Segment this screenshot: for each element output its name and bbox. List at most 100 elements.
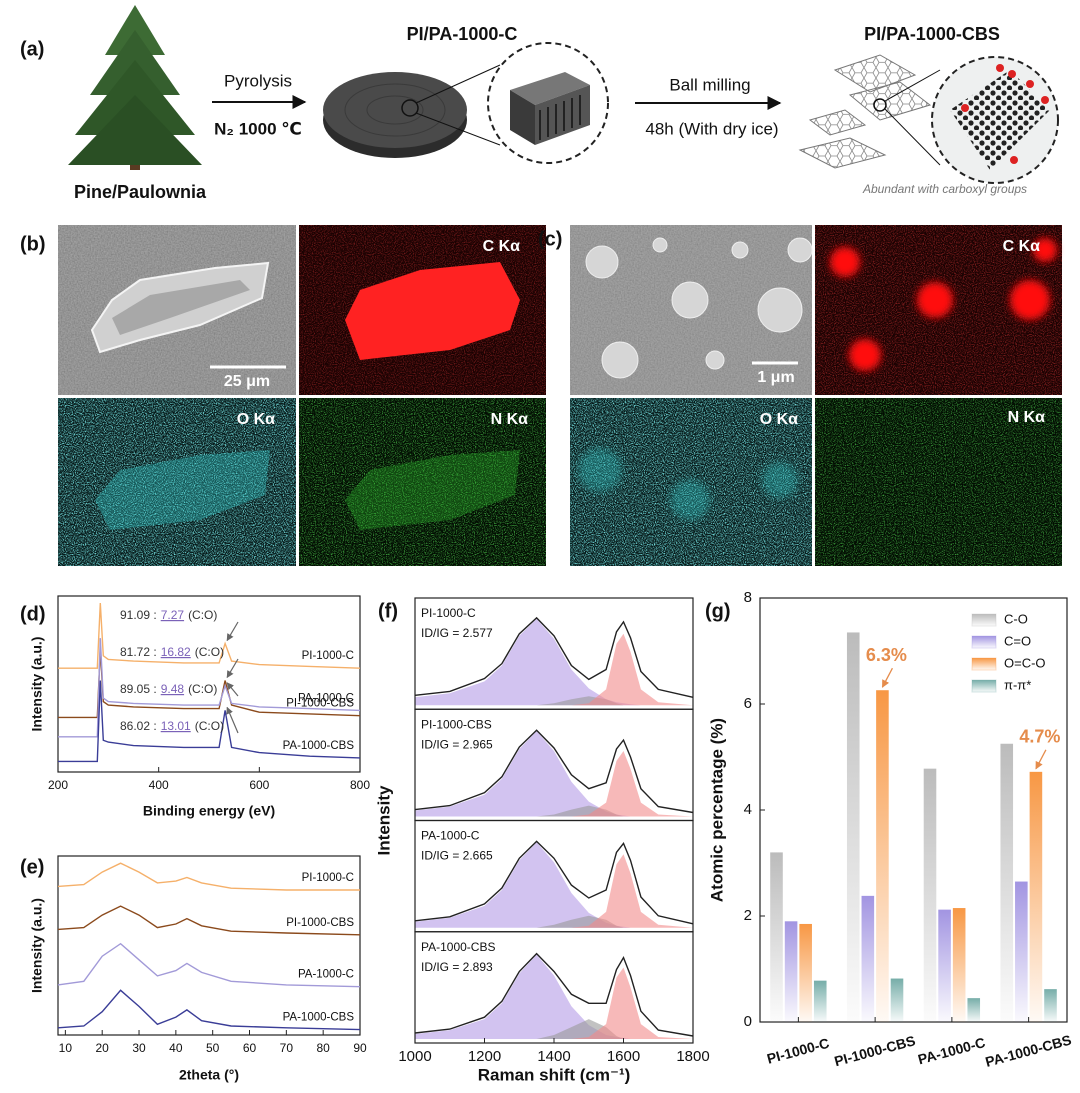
annotation-arrow <box>226 621 239 642</box>
x-tick-label: PI-1000-C <box>765 1035 831 1067</box>
curve-label: PI-1000-C <box>302 650 354 662</box>
band-area <box>415 915 693 928</box>
spectrum-line <box>57 942 361 988</box>
x-tick-label: 1600 <box>607 1048 640 1065</box>
panel-label: (b) <box>20 233 46 255</box>
ratio-label: ID/IG = 2.965 <box>421 737 493 751</box>
x-axis-label: 2theta (°) <box>179 1067 239 1083</box>
oxygen-atom <box>1041 96 1049 104</box>
annotation-ratio: 89.05 : <box>120 682 157 696</box>
disk-ring <box>344 83 446 137</box>
legend-label: π-π* <box>1004 677 1031 692</box>
sheet <box>848 81 932 121</box>
x-tick-label: 50 <box>206 1041 220 1055</box>
x-tick-label: 30 <box>132 1041 146 1055</box>
ratio-label: ID/IG = 2.577 <box>421 626 493 640</box>
band-area <box>415 696 693 706</box>
band-area <box>415 731 693 817</box>
fit-line <box>414 952 694 1037</box>
value-arrow <box>881 667 893 688</box>
oxygen-atom <box>961 104 969 112</box>
bar <box>890 978 904 1022</box>
particle <box>757 287 803 333</box>
graphene-sheets <box>798 54 941 169</box>
zoom-spot <box>873 98 887 112</box>
map-label: N Kα <box>1008 409 1046 426</box>
x-tick-label: 1000 <box>398 1048 431 1065</box>
bar <box>1029 771 1043 1022</box>
bar <box>938 909 951 1022</box>
curve-label: PA-1000-CBS <box>283 1012 355 1024</box>
bar <box>1015 881 1028 1022</box>
scale-bar-label: 25 μm <box>224 373 270 390</box>
bar <box>967 998 981 1022</box>
annotation-unit: (C:O) <box>195 645 224 659</box>
fit-line <box>414 729 694 814</box>
fit-line <box>414 840 694 925</box>
oxygen-atom <box>1010 156 1018 164</box>
x-tick-label: 1200 <box>468 1048 501 1065</box>
note: Abundant with carboxyl groups <box>862 182 1027 196</box>
annotation-ratio: 91.09 : <box>120 608 157 622</box>
x-tick-label: 70 <box>280 1041 294 1055</box>
eds-flake <box>345 262 520 360</box>
eds-noise <box>58 398 296 566</box>
subplot-title: PA-1000-C <box>421 829 480 843</box>
annotation-highlight: 7.27 <box>161 608 185 622</box>
annotation-ratio: 86.02 : <box>120 719 157 733</box>
blob <box>1033 238 1057 262</box>
panel-label: (d) <box>20 603 46 625</box>
legend-swatch <box>971 613 997 627</box>
bar <box>952 908 966 1022</box>
spectrum-line <box>58 602 361 669</box>
porous-block <box>510 72 590 145</box>
band-area <box>415 751 693 817</box>
disk-ring <box>366 95 424 125</box>
particle <box>652 237 668 253</box>
annotation-unit: (C:O) <box>188 682 217 696</box>
particle <box>671 281 709 319</box>
eds-blobs <box>830 238 1057 371</box>
x-tick-label: PA-1000-C <box>916 1034 987 1067</box>
legend-swatch <box>971 635 997 649</box>
sheet <box>798 137 887 169</box>
annotation: 91.09 : 7.27 (C:O) <box>120 608 217 622</box>
band-area <box>415 618 693 706</box>
oxygen-atom <box>996 64 1004 72</box>
panel-b: (b) 25 μm C Kα O Kα N Kα <box>20 225 546 566</box>
disk-top <box>323 72 467 148</box>
annotation: 89.05 : 9.48 (C:O) <box>120 682 217 696</box>
spectrum-line <box>57 905 361 936</box>
y-axis-label: Intensity (a.u.) <box>29 637 45 732</box>
x-tick-label: PI-1000-CBS <box>833 1032 918 1069</box>
x-tick-label: 600 <box>249 778 269 792</box>
annotation-highlight: 16.82 <box>161 645 191 659</box>
process-condition: 48h (With dry ice) <box>645 119 778 138</box>
annotation-highlight: 9.48 <box>161 682 185 696</box>
band-area <box>415 854 693 928</box>
carbon-disk <box>323 64 501 158</box>
subplot-title: PI-1000-C <box>421 606 476 620</box>
subplot-title: PI-1000-CBS <box>421 717 492 731</box>
eds-noise <box>815 398 1062 566</box>
zoom-line <box>884 108 941 166</box>
map-label: C Kα <box>483 238 521 255</box>
x-tick-label: 200 <box>48 778 68 792</box>
curve-label: PI-1000-CBS <box>286 917 354 929</box>
x-tick-label: 1800 <box>676 1048 709 1065</box>
subplot-title: PA-1000-CBS <box>421 940 495 954</box>
blob <box>830 247 860 277</box>
panel-a: (a) Pine/Paulownia Pyrolysis N₂ 1000 ℃ P… <box>20 5 1059 202</box>
oxygen-atom <box>1026 80 1034 88</box>
annotation-arrow <box>226 682 239 697</box>
zoom-line <box>884 69 941 102</box>
bar <box>784 921 798 1022</box>
zoom-line <box>415 64 501 104</box>
eds-blobs <box>578 448 798 520</box>
eds-noise <box>299 398 546 566</box>
legend-swatch <box>971 657 997 671</box>
panel-c: (c) 1 μm C Kα O Kα N Kα <box>538 225 1062 566</box>
product-label: PI/PA-1000-C <box>407 24 518 44</box>
particle <box>705 350 725 370</box>
